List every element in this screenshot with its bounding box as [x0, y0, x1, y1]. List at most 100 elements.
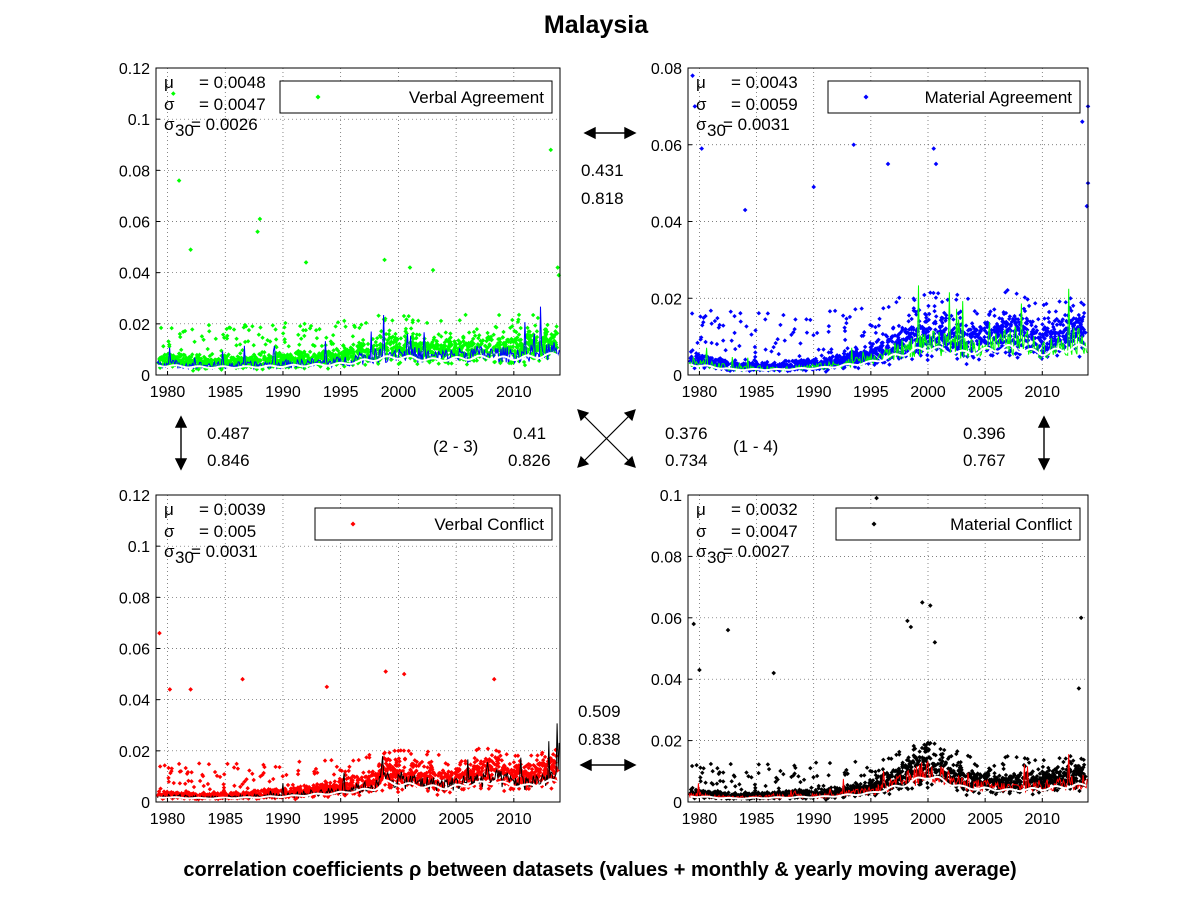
data-point	[765, 311, 771, 316]
data-point	[220, 332, 226, 337]
data-point	[485, 335, 490, 341]
data-point	[1022, 308, 1028, 314]
data-point	[534, 329, 540, 334]
data-point	[291, 357, 296, 362]
data-point	[377, 342, 383, 347]
data-point	[911, 327, 916, 332]
data-point	[240, 365, 246, 371]
data-point	[956, 311, 961, 316]
stat-value: = 0.0048	[199, 73, 266, 92]
data-point	[178, 352, 184, 357]
data-point	[328, 339, 334, 344]
data-point	[496, 312, 502, 318]
data-point	[392, 344, 398, 350]
data-point	[518, 325, 523, 331]
legend-label: Material Agreement	[925, 88, 1073, 107]
data-point	[517, 337, 522, 343]
data-point	[283, 354, 288, 360]
data-point	[958, 309, 963, 314]
y-tick-label: 0.1	[128, 112, 150, 129]
legend: Verbal Agreement	[279, 80, 553, 114]
data-point	[325, 366, 331, 371]
data-point	[505, 337, 510, 342]
data-point	[508, 340, 513, 345]
data-point	[546, 352, 551, 357]
data-point	[544, 329, 550, 334]
data-point	[313, 328, 319, 333]
data-point	[341, 343, 346, 348]
data-point	[1013, 351, 1018, 356]
data-point	[1033, 301, 1038, 306]
data-point	[414, 332, 420, 337]
data-point	[692, 365, 697, 371]
data-point	[1077, 354, 1082, 359]
data-point	[229, 355, 234, 360]
data-point	[515, 319, 521, 325]
data-point	[234, 336, 239, 341]
data-point	[819, 353, 824, 358]
data-point	[250, 358, 256, 364]
data-point	[525, 325, 530, 331]
y-tick-label: 0.06	[119, 215, 150, 232]
data-point	[474, 358, 480, 363]
data-point	[522, 362, 528, 368]
data-point	[1081, 310, 1087, 316]
data-point	[158, 355, 163, 361]
data-point	[251, 352, 257, 357]
data-point	[267, 359, 272, 365]
data-point	[520, 342, 525, 348]
stat-symbol: σ	[696, 95, 707, 114]
data-point	[500, 335, 506, 340]
data-point	[493, 343, 499, 349]
data-point	[387, 328, 392, 333]
data-point	[541, 342, 547, 348]
data-point	[524, 340, 529, 345]
data-point	[1051, 326, 1057, 332]
data-point	[969, 321, 975, 326]
data-point	[1052, 318, 1057, 324]
data-point	[339, 350, 344, 356]
data-point	[158, 325, 164, 331]
data-point	[942, 310, 947, 316]
data-point	[177, 331, 183, 337]
data-point	[926, 317, 932, 323]
data-point	[312, 343, 317, 349]
data-point	[950, 345, 956, 350]
data-point	[536, 358, 542, 364]
data-point	[282, 339, 288, 345]
data-point	[461, 335, 466, 341]
data-point	[924, 315, 929, 320]
data-point	[485, 330, 490, 336]
data-point	[925, 352, 930, 358]
data-point	[525, 332, 530, 337]
data-point	[206, 322, 212, 328]
data-point	[376, 361, 381, 366]
data-point	[452, 348, 458, 353]
data-point	[883, 333, 889, 338]
data-point	[204, 358, 209, 363]
data-point	[1003, 324, 1009, 329]
data-point	[393, 331, 398, 337]
data-point-outlier	[188, 247, 193, 252]
data-point	[239, 358, 244, 364]
data-point	[330, 332, 336, 338]
data-point	[953, 351, 959, 357]
data-point	[876, 337, 881, 342]
data-point	[530, 341, 535, 347]
data-point	[396, 361, 401, 367]
data-point	[273, 337, 279, 342]
data-point	[452, 340, 458, 346]
data-point	[226, 361, 232, 366]
data-point	[474, 326, 480, 332]
data-point-outlier	[407, 265, 413, 270]
data-point	[1003, 330, 1009, 335]
data-point	[373, 339, 379, 345]
data-point	[688, 355, 693, 361]
data-point	[1052, 334, 1058, 339]
data-point	[857, 353, 862, 358]
data-point	[350, 334, 356, 339]
data-point	[297, 342, 302, 347]
data-point	[549, 332, 554, 337]
data-point	[1050, 321, 1055, 327]
